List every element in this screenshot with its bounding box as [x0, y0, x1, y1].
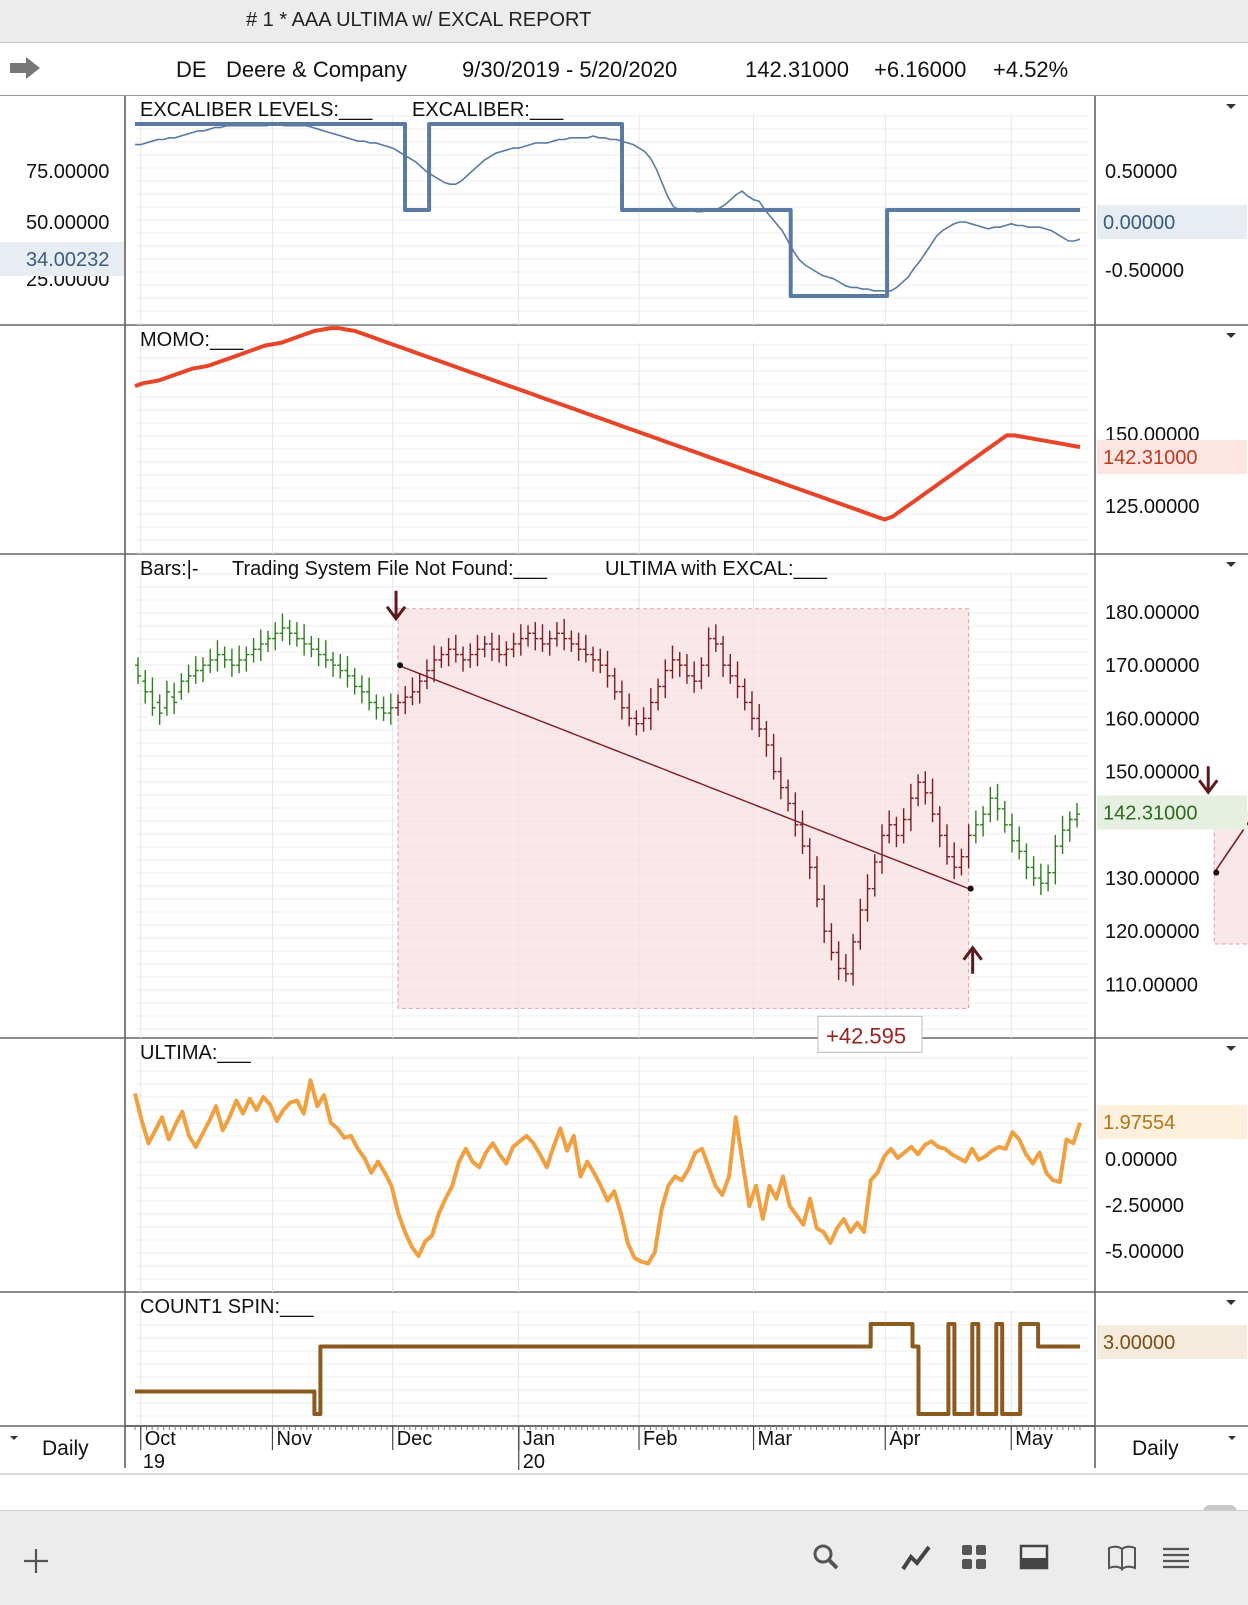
- grid-icon[interactable]: [958, 1541, 990, 1573]
- right-tick-label: -0.50000: [1105, 260, 1184, 282]
- right-current-value: 3.00000: [1103, 1332, 1175, 1354]
- entry-point: [397, 662, 404, 669]
- right-tick-label: 125.00000: [1105, 496, 1200, 518]
- x-tick-label: Nov: [276, 1428, 312, 1450]
- right-tick-label: -5.00000: [1105, 1241, 1184, 1263]
- ultima-line: [133, 1078, 1082, 1266]
- trailing-stop-line: [397, 664, 969, 890]
- momo-line: [134, 326, 1081, 522]
- right-current-value-bg: [1097, 1325, 1247, 1359]
- right-tick-label: 0.50000: [1105, 161, 1177, 183]
- list-icon[interactable]: [1160, 1541, 1192, 1573]
- dropdown-icon[interactable]: [10, 1436, 18, 1440]
- right-tick-label: 180.00000: [1105, 602, 1200, 624]
- x-tick-label: Dec: [397, 1428, 433, 1450]
- count1-spin-line: [135, 1322, 1080, 1416]
- excaliber-line: [135, 123, 1081, 292]
- chart-area: EXCALIBER LEVELS:___ EXCALIBER:___ 75.0000…: [0, 96, 1248, 1475]
- panel-icon[interactable]: [1018, 1541, 1050, 1573]
- book-icon[interactable]: [1106, 1541, 1138, 1573]
- right-current-value-bg: [1097, 205, 1247, 239]
- trading-system-legend: Trading System File Not Found:___: [232, 558, 548, 580]
- left-current-bg: [0, 242, 124, 276]
- x-tick-label: Jan: [523, 1428, 555, 1450]
- timeframe-right: Daily: [1132, 1437, 1179, 1460]
- symbol-info-bar: DE Deere & Company 9/30/2019 - 5/20/2020…: [0, 43, 1248, 96]
- left-current-value: 34.00232: [26, 249, 109, 271]
- right-tick-label: 170.00000: [1105, 655, 1200, 677]
- right-tick-label: 0.00000: [1105, 1149, 1177, 1171]
- right-current-value-bg: [1097, 440, 1247, 474]
- entry-point: [1213, 869, 1220, 876]
- momo-legend: MOMO:___: [140, 329, 244, 351]
- x-tick-label: May: [1015, 1428, 1053, 1450]
- excaliber-legend: EXCALIBER:___: [412, 99, 564, 121]
- buy-arrow-icon: [962, 945, 983, 974]
- right-current-value-bg: [1097, 795, 1247, 830]
- x-year-label: 20: [523, 1451, 545, 1473]
- dropdown-icon[interactable]: [1226, 562, 1236, 567]
- date-range: 9/30/2019 - 5/20/2020: [462, 57, 678, 82]
- excaliber-levels-legend: EXCALIBER LEVELS:___: [140, 99, 373, 121]
- trade-range-box: [397, 608, 970, 1009]
- right-tick-label: 150.00000: [1105, 762, 1200, 784]
- symbol-ticker: DE: [176, 57, 207, 82]
- arrow-right-icon[interactable]: [8, 55, 42, 81]
- x-tick-label: Feb: [643, 1428, 677, 1450]
- count1-spin-legend: COUNT1 SPIN:___: [140, 1296, 314, 1318]
- right-tick-label: -2.50000: [1105, 1195, 1184, 1217]
- price-change-pct: +4.52%: [993, 57, 1069, 82]
- right-current-value: 142.31000: [1103, 803, 1198, 825]
- right-tick-label: 120.00000: [1105, 921, 1200, 943]
- bottom-toolbar: [0, 1510, 1248, 1605]
- window-titlebar: # 1 * AAA ULTIMA w/ EXCAL REPORT: [0, 0, 1248, 43]
- x-year-label: 19: [143, 1451, 165, 1473]
- last-price: 142.31000: [745, 57, 849, 82]
- x-tick-label: Mar: [758, 1428, 793, 1450]
- right-current-value-bg: [1097, 1105, 1247, 1139]
- trade-profit-box: [817, 1015, 923, 1053]
- ultima-excal-legend: ULTIMA with EXCAL:___: [605, 558, 828, 580]
- x-tick-label: Oct: [145, 1428, 177, 1450]
- draw-icon[interactable]: [900, 1541, 932, 1573]
- window-title: # 1 * AAA ULTIMA w/ EXCAL REPORT: [246, 9, 592, 31]
- exit-point: [967, 885, 974, 892]
- left-tick-label: 50.00000: [26, 212, 109, 234]
- bars-legend: Bars:|-: [140, 558, 199, 580]
- right-tick-label: 110.00000: [1105, 974, 1198, 996]
- right-current-value: 142.31000: [1103, 447, 1198, 469]
- timeframe-left: Daily: [42, 1437, 89, 1460]
- company-name: Deere & Company: [226, 57, 407, 82]
- right-current-value: 1.97554: [1103, 1112, 1175, 1134]
- excaliber-levels-line: [135, 122, 1080, 298]
- right-tick-label: 160.00000: [1105, 708, 1200, 730]
- trade-profit-label: +42.595: [826, 1023, 906, 1048]
- sell-arrow-icon: [385, 590, 407, 622]
- add-icon[interactable]: [20, 1545, 52, 1577]
- right-tick-label: 130.00000: [1105, 868, 1200, 890]
- dropdown-icon[interactable]: [1228, 1436, 1236, 1440]
- x-tick-label: Apr: [889, 1428, 920, 1450]
- left-tick-label: 75.00000: [26, 161, 109, 183]
- sell-arrow-icon: [1198, 766, 1219, 795]
- dropdown-icon[interactable]: [1226, 104, 1236, 109]
- trade-range-box: [1213, 810, 1248, 945]
- trailing-stop-line: [1213, 821, 1248, 874]
- ultima-legend: ULTIMA:___: [140, 1042, 252, 1064]
- price-change: +6.16000: [874, 57, 967, 82]
- dropdown-icon[interactable]: [1226, 1046, 1236, 1051]
- dropdown-icon[interactable]: [1226, 1300, 1236, 1305]
- right-current-value: 0.00000: [1103, 212, 1175, 234]
- search-icon[interactable]: [810, 1541, 842, 1573]
- dropdown-icon[interactable]: [1226, 333, 1236, 338]
